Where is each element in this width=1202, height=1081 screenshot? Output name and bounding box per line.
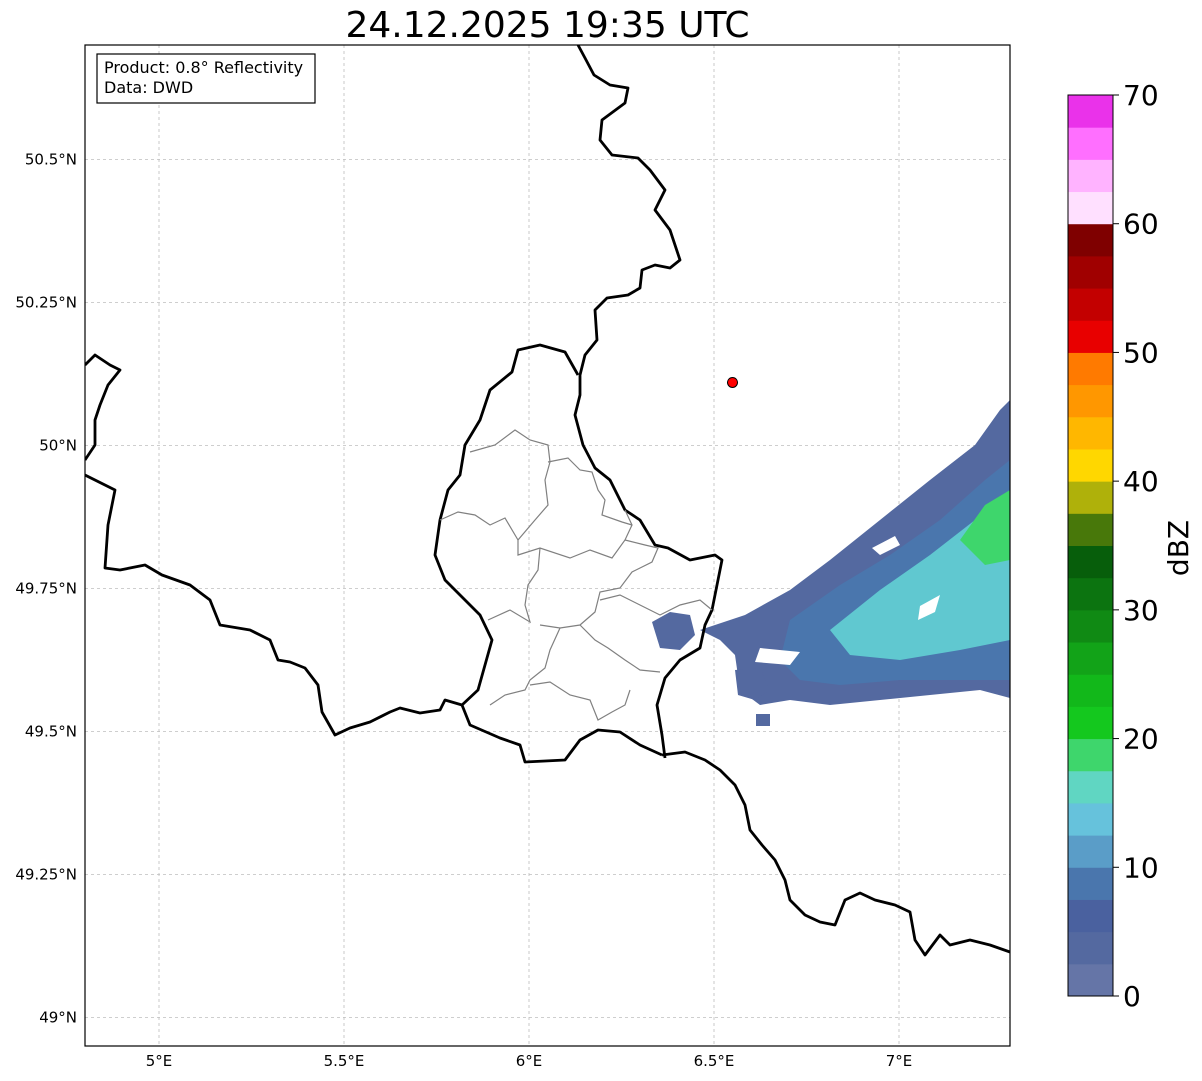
colorbar-segment [1068, 577, 1113, 611]
echo-blob-south [735, 668, 770, 700]
lat-tick-label: 50.5°N [25, 150, 77, 168]
colorbar-segment [1068, 223, 1113, 257]
colorbar-segment [1068, 320, 1113, 353]
border-germany-belgium-luxembourg-france [573, 45, 724, 759]
colorbar-tick-label: 50 [1123, 336, 1159, 369]
colorbar-segment [1068, 513, 1113, 546]
colorbar-segment [1068, 899, 1113, 933]
lat-tick-label: 50.25°N [15, 293, 77, 311]
lat-tick-label: 49.25°N [15, 865, 77, 883]
info-box: Product: 0.8° Reflectivity Data: DWD [96, 53, 316, 104]
border-luxembourg-belgium [433, 343, 580, 707]
product-label: Product: 0.8° Reflectivity [104, 58, 303, 77]
district-line-south-3 [529, 681, 631, 721]
lat-tick-label: 49.5°N [25, 722, 77, 740]
border-luxembourg-france [460, 704, 663, 764]
colorbar-segment [1068, 416, 1113, 450]
colorbar-segment [1068, 127, 1113, 160]
echo-gap-2 [918, 595, 940, 620]
colorbar-segment [1068, 352, 1113, 386]
district-line-south-1 [489, 627, 561, 706]
gridlines [85, 45, 1010, 1046]
colorbar-segment [1068, 770, 1113, 804]
axis-ticks: 5°E 5.5°E 6°E 6.5°E 7°E 49°N 49.25°N 49.5°N 49.7… [15, 150, 912, 1070]
colorbar-segment [1068, 867, 1113, 900]
lat-tick-label: 49.75°N [15, 579, 77, 597]
colorbar-segment [1068, 706, 1113, 740]
echo-green-core [960, 490, 1010, 565]
colorbar-tick-label: 60 [1123, 208, 1159, 241]
radar-station-marker [727, 376, 738, 388]
country-borders [85, 45, 1010, 957]
border-france-germany-south [661, 750, 1010, 957]
district-line-west [439, 511, 519, 541]
colorbar-tick-label: 20 [1123, 723, 1159, 756]
colorbar-tick-label: 10 [1123, 851, 1159, 884]
district-line-south-2 [579, 624, 661, 673]
colorbar-tick-label: 0 [1123, 980, 1141, 1013]
colorbar-segment [1068, 384, 1113, 418]
district-line-east-2 [599, 594, 713, 616]
border-france-belgium-west [85, 473, 463, 737]
border-belgium-netherlands-north [85, 353, 122, 461]
colorbar-segment [1068, 545, 1113, 579]
echo-gap-1 [872, 536, 900, 555]
plot-frame [84, 44, 1011, 1047]
district-line-north [469, 429, 633, 559]
lon-tick-label: 5.5°E [324, 1052, 365, 1070]
map-title: 24.12.2025 19:35 UTC [345, 5, 750, 46]
data-source-label: Data: DWD [104, 78, 193, 97]
colorbar-segment [1068, 191, 1113, 225]
colorbar: 0 10 20 30 40 50 60 70 [1067, 79, 1159, 1013]
echo-speck [756, 714, 770, 726]
lon-tick-label: 6°E [516, 1052, 543, 1070]
colorbar-unit-label: dBZ [1162, 520, 1195, 576]
colorbar-segment [1068, 963, 1113, 997]
lon-tick-label: 7°E [886, 1052, 913, 1070]
district-line-centre [487, 547, 541, 624]
info-box-frame [96, 53, 316, 104]
colorbar-segment [1068, 159, 1113, 193]
colorbar-segment [1068, 448, 1113, 482]
district-line-east-1 [539, 539, 659, 629]
colorbar-tick-label: 40 [1123, 465, 1159, 498]
colorbar-tick-label: 30 [1123, 594, 1159, 627]
lat-tick-label: 50°N [39, 436, 77, 454]
colorbar-segment [1068, 609, 1113, 643]
district-line-centre-north [547, 457, 633, 526]
colorbar-segment [1068, 674, 1113, 707]
colorbar-segment [1068, 931, 1113, 965]
radar-echo-layer [652, 400, 1010, 726]
lon-tick-label: 5°E [146, 1052, 173, 1070]
colorbar-segment [1068, 481, 1113, 514]
echo-gap-3 [755, 648, 800, 665]
colorbar-segment [1068, 95, 1113, 128]
colorbar-frame [1067, 94, 1114, 997]
lon-tick-label: 6.5°E [694, 1052, 735, 1070]
colorbar-segment [1068, 642, 1113, 675]
district-boundaries [439, 429, 713, 721]
lat-tick-label: 49°N [39, 1008, 77, 1026]
colorbar-segment [1068, 738, 1113, 772]
echo-blob-west [652, 612, 695, 650]
colorbar-segment [1068, 835, 1113, 868]
colorbar-tick-label: 70 [1123, 79, 1159, 112]
colorbar-segment [1068, 802, 1113, 836]
colorbar-segment [1068, 288, 1113, 321]
colorbar-segment [1068, 255, 1113, 289]
